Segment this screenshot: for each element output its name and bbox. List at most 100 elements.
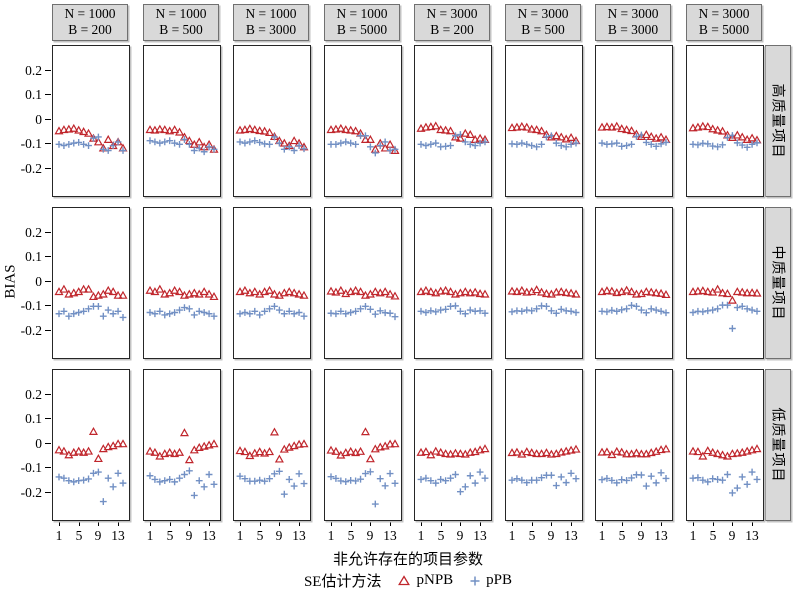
pPB-point: [743, 480, 751, 488]
panel-plot-area: [326, 427, 400, 508]
pNPB-point: [279, 288, 289, 297]
pNPB-point: [416, 287, 426, 296]
column-strip: N = 3000 B = 500: [505, 4, 581, 41]
pNPB-point: [426, 287, 436, 296]
panel-r3-c3: [233, 369, 311, 521]
panel-plot-area: [597, 444, 671, 490]
pNPB-point: [512, 287, 522, 296]
pPB-point: [466, 140, 474, 148]
pPB-point: [481, 474, 489, 482]
pNPB-point: [326, 125, 336, 134]
pPB-point: [547, 471, 555, 479]
pPB-point: [285, 143, 293, 151]
pNPB-point: [265, 285, 275, 294]
pPB-point: [704, 140, 712, 148]
pNPB-point: [103, 134, 113, 143]
legend-item-pnpb: pNPB: [397, 572, 453, 589]
pNPB-point: [54, 445, 64, 454]
pNPB-point: [597, 287, 607, 296]
pPB-point: [618, 142, 626, 150]
pNPB-point: [155, 124, 165, 133]
pNPB-point: [360, 290, 370, 299]
pNPB-point: [532, 285, 542, 294]
pNPB-point: [326, 445, 336, 454]
pNPB-point: [194, 137, 204, 146]
pNPB-point: [416, 447, 426, 456]
pNPB-point: [747, 445, 757, 454]
pPB-point: [533, 143, 541, 151]
pNPB-point: [656, 288, 666, 297]
pPB-point: [557, 142, 565, 149]
pPB-point: [80, 307, 88, 315]
pNPB-point: [646, 287, 656, 296]
x-tick: [299, 521, 300, 526]
y-tick-label: 0.1: [25, 87, 42, 102]
pPB-point: [362, 302, 369, 310]
pPB-point: [533, 476, 541, 484]
pPB-point: [151, 476, 159, 483]
pPB-point: [195, 307, 203, 315]
pPB-point: [362, 132, 369, 140]
pNPB-point: [742, 446, 752, 455]
pPB-point: [200, 148, 208, 156]
pNPB-point: [480, 444, 490, 453]
panel-plot-area: [235, 124, 309, 154]
panel-plot-area: [416, 121, 490, 151]
panel-plot-area: [688, 121, 762, 151]
pPB-point: [432, 479, 440, 487]
strip-line-n: N = 1000: [245, 6, 297, 21]
pNPB-point: [64, 289, 74, 298]
row-strip: 低质量项目: [765, 369, 791, 521]
pNPB-point: [54, 126, 64, 135]
pNPB-point: [84, 284, 94, 293]
pPB-point: [476, 139, 484, 147]
pNPB-point: [455, 449, 465, 458]
pNPB-point: [341, 125, 351, 134]
pPB-point: [748, 306, 756, 314]
panel-r1-c5: [414, 45, 492, 197]
pNPB-point: [631, 448, 641, 457]
pNPB-point: [118, 290, 128, 299]
pPB-point: [300, 480, 308, 488]
x-tick-label: 1: [327, 528, 335, 543]
pNPB-point: [145, 125, 155, 134]
pNPB-point: [475, 445, 485, 454]
pPB-point: [657, 469, 665, 477]
pPB-point: [151, 138, 159, 146]
pPB-point: [181, 136, 188, 143]
pPB-point: [417, 476, 425, 483]
pPB-point: [332, 310, 340, 318]
pPB-point: [386, 470, 394, 477]
pPB-point: [295, 309, 303, 316]
pPB-point: [300, 312, 308, 320]
panel-r1-c1: [52, 45, 130, 197]
panel-r3-c5: [414, 369, 492, 521]
panel-r2-c4: [324, 207, 402, 359]
panel-r1-c3: [233, 45, 311, 197]
pPB-point: [647, 305, 655, 313]
pPB-point: [241, 309, 249, 316]
pPB-point: [518, 139, 526, 147]
panel-r2-c2: [143, 207, 221, 359]
pPB-point: [176, 306, 183, 314]
x-tick: [732, 521, 733, 526]
pNPB-point: [240, 285, 250, 294]
pPB-point: [709, 306, 717, 314]
pNPB-point: [455, 133, 465, 142]
pNPB-point: [108, 287, 118, 296]
pNPB-point: [441, 285, 451, 294]
pPB-point: [280, 310, 288, 318]
x-tick-label: 5: [75, 528, 83, 543]
pNPB-point: [356, 446, 366, 455]
pNPB-point: [450, 132, 460, 141]
x-tick: [59, 521, 60, 526]
panel-plot-area: [507, 121, 581, 151]
pPB-point: [156, 307, 164, 315]
pPB-point: [538, 140, 545, 148]
pNPB-point: [356, 287, 366, 296]
pNPB-point: [165, 447, 175, 456]
pPB-point: [642, 309, 650, 317]
pNPB-point: [155, 284, 165, 293]
pNPB-point: [299, 290, 309, 299]
pPB-point: [461, 483, 469, 491]
